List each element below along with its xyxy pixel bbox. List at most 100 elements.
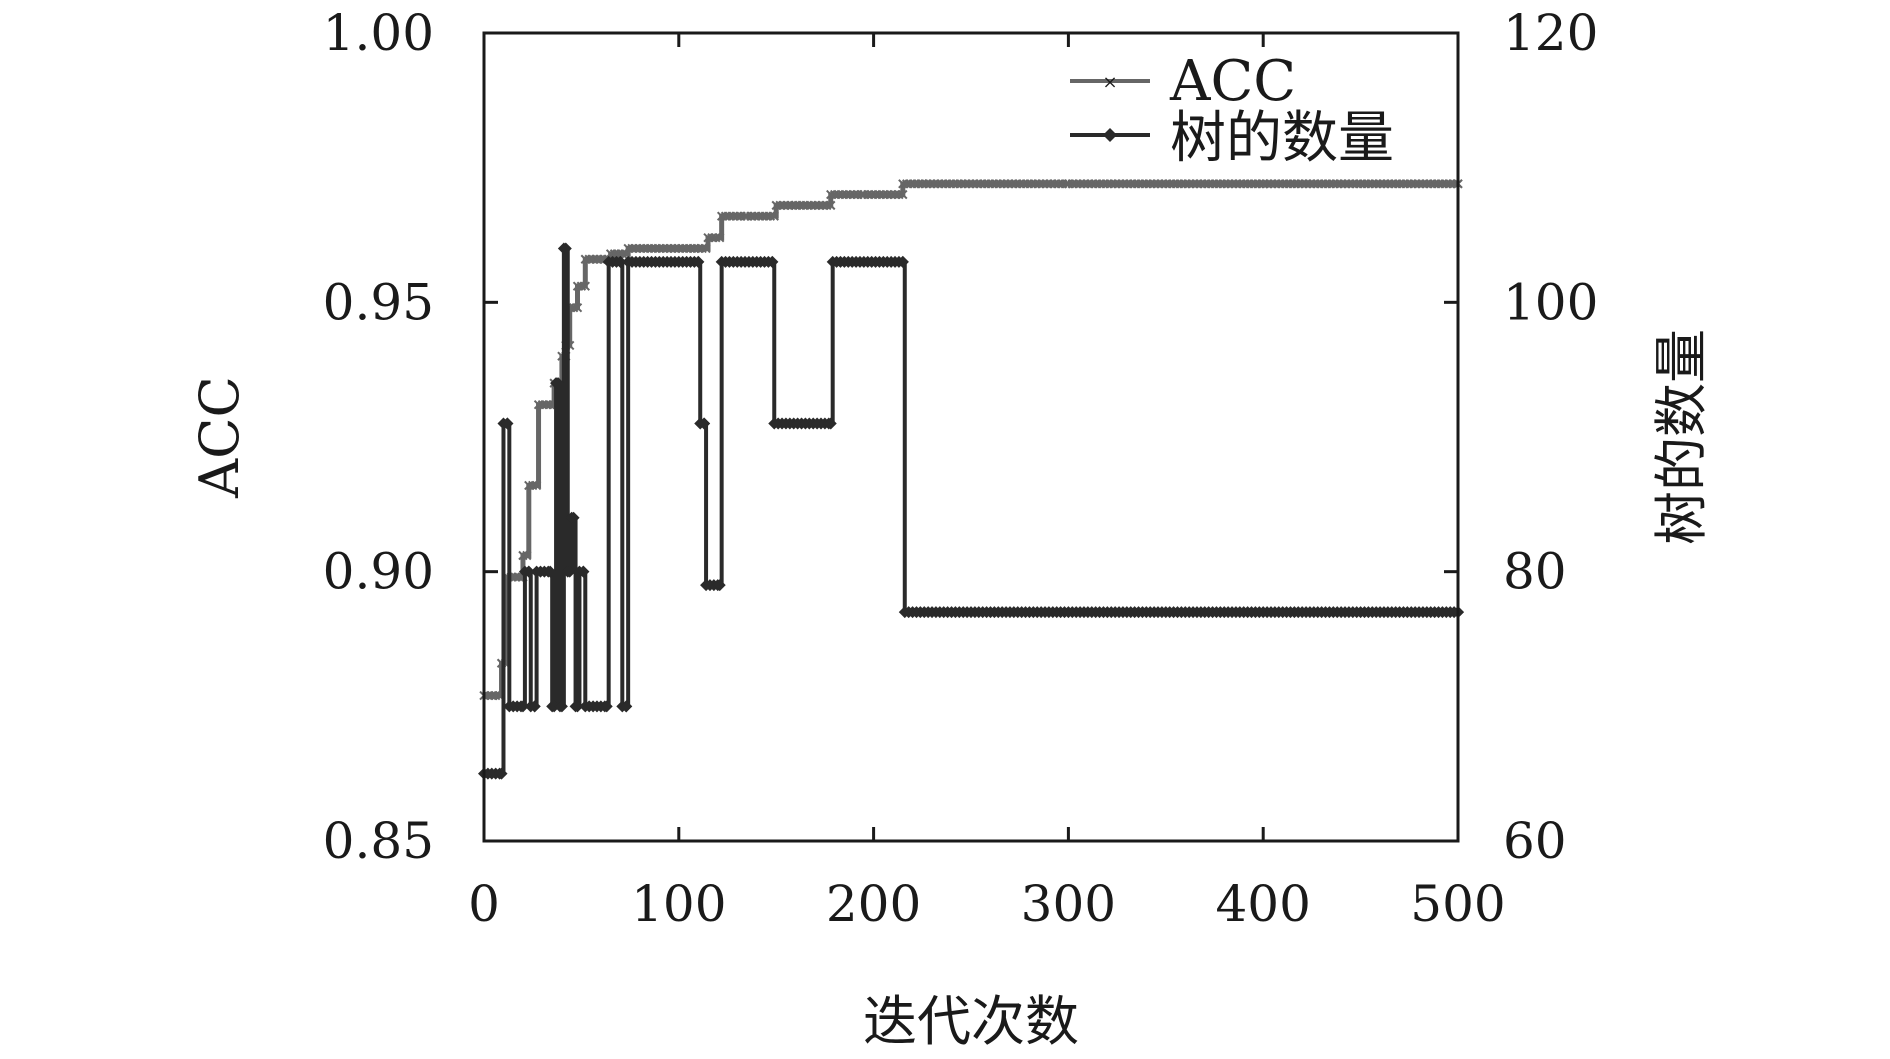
data-point <box>584 254 594 264</box>
data-point <box>1348 179 1358 189</box>
data-point <box>692 255 705 268</box>
data-point <box>531 480 542 491</box>
data-point <box>495 767 508 780</box>
data-point <box>715 232 725 243</box>
data-point <box>886 189 896 200</box>
data-point <box>600 700 613 713</box>
series-acc <box>479 179 1463 701</box>
series-layer <box>478 179 1464 780</box>
data-point <box>609 249 620 259</box>
data-point <box>654 243 665 254</box>
data-point <box>1410 179 1420 189</box>
data-point <box>1418 179 1428 189</box>
data-point <box>658 243 668 254</box>
left-y-axis-title: ACC <box>188 376 251 499</box>
left-y-tick-label: 0.85 <box>323 812 434 870</box>
legend-marker-tree-count <box>1103 128 1117 142</box>
data-point <box>588 254 598 264</box>
data-point <box>631 243 641 254</box>
right-y-tick-label: 80 <box>1503 543 1567 601</box>
data-point <box>870 189 881 200</box>
data-point <box>829 189 840 200</box>
data-point <box>1063 179 1074 189</box>
data-point <box>713 579 726 592</box>
data-point <box>1149 179 1159 189</box>
data-point <box>779 200 789 211</box>
data-point <box>841 189 852 200</box>
data-point <box>533 399 544 410</box>
data-point <box>790 200 801 211</box>
data-point <box>1235 179 1245 189</box>
data-point <box>1118 179 1128 189</box>
data-point <box>1102 179 1113 189</box>
data-point <box>501 417 514 430</box>
data-point <box>627 243 637 254</box>
data-point <box>716 211 727 221</box>
data-point <box>1390 179 1401 189</box>
data-point <box>703 232 713 243</box>
data-point <box>635 243 645 254</box>
data-point <box>1094 179 1105 189</box>
data-point <box>771 200 781 211</box>
legend-label-acc: ACC <box>1169 49 1296 114</box>
data-point <box>902 179 912 189</box>
data-point <box>905 179 916 189</box>
data-point <box>979 179 990 189</box>
data-point <box>1207 179 1218 189</box>
data-point <box>940 179 951 189</box>
data-point <box>1192 179 1202 189</box>
data-point <box>650 243 661 254</box>
data-point <box>1129 179 1140 189</box>
data-point <box>1328 179 1339 189</box>
data-point <box>1258 179 1268 189</box>
data-point <box>948 179 959 189</box>
data-point <box>826 189 836 200</box>
data-point <box>898 189 908 200</box>
data-point <box>559 242 572 255</box>
data-point <box>522 550 532 561</box>
data-point <box>487 690 497 701</box>
data-point <box>1122 179 1132 189</box>
data-point <box>1336 179 1346 189</box>
data-point <box>925 179 935 189</box>
data-point <box>859 189 869 200</box>
data-point <box>681 243 692 254</box>
data-point <box>518 550 528 561</box>
axes-layer: 0 100 200 300 400 500 0.85 0.90 0.95 1.00 60 80 100 1… <box>323 4 1599 933</box>
data-point <box>1050 179 1060 189</box>
data-point <box>1106 179 1116 189</box>
data-point <box>849 189 859 200</box>
data-point <box>1250 179 1261 189</box>
data-point <box>1053 179 1064 189</box>
data-point <box>794 200 805 211</box>
data-point <box>1266 179 1276 189</box>
data-point <box>1324 179 1335 189</box>
data-point <box>757 211 768 221</box>
data-point <box>1316 179 1327 189</box>
data-point <box>952 179 963 189</box>
data-point <box>1003 179 1013 189</box>
data-point <box>1071 179 1081 189</box>
data-point <box>783 200 793 211</box>
data-point <box>810 200 820 211</box>
data-point <box>707 232 717 243</box>
data-point <box>592 254 602 264</box>
data-point <box>1188 179 1198 189</box>
data-point <box>1293 179 1303 189</box>
data-point <box>580 254 591 264</box>
data-point <box>516 700 529 713</box>
data-point <box>929 179 939 189</box>
data-point <box>1262 179 1272 189</box>
data-point <box>878 189 889 200</box>
data-point <box>976 179 986 189</box>
data-point <box>1087 179 1097 189</box>
data-point <box>1114 179 1124 189</box>
data-point <box>697 243 707 254</box>
data-point <box>753 211 764 221</box>
left-y-tick-label: 1.00 <box>323 4 434 62</box>
data-point <box>572 303 583 313</box>
data-point <box>991 179 1002 189</box>
data-point <box>1176 179 1187 189</box>
data-point <box>552 377 565 390</box>
